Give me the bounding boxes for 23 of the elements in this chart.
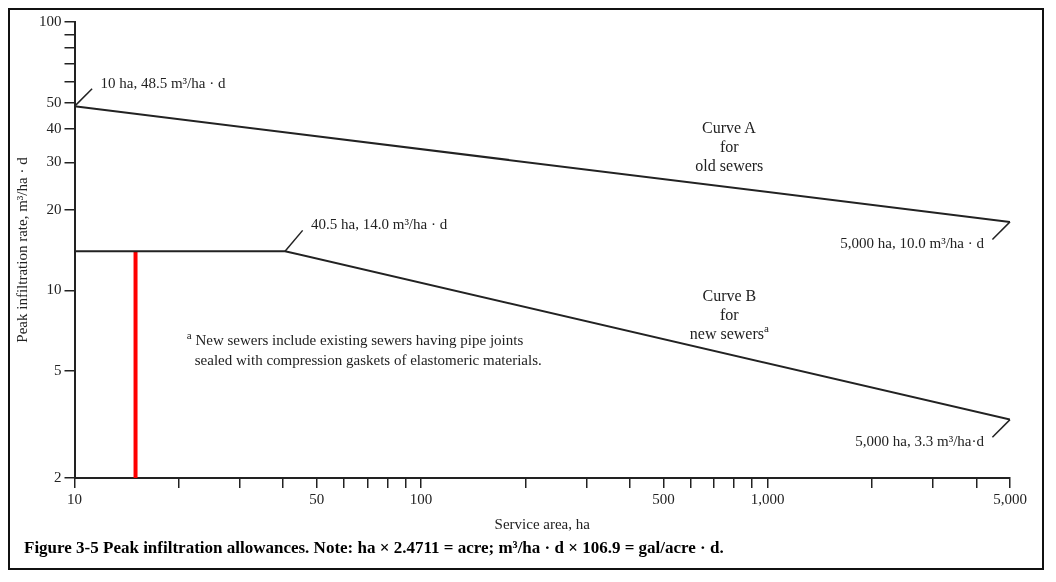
y-tick-label: 5 — [54, 362, 62, 379]
x-tick-label: 5,000 — [993, 490, 1027, 507]
y-tick-label: 50 — [46, 93, 62, 110]
x-axis-title: Service area, ha — [494, 515, 591, 532]
x-tick-label: 1,000 — [750, 490, 785, 507]
y-tick-label: 20 — [46, 200, 62, 217]
y-tick-label: 10 — [46, 281, 62, 298]
y-tick-label: 40 — [46, 119, 62, 136]
y-tick-label: 100 — [39, 12, 62, 29]
caption: Figure 3-5 Peak infiltration allowances. Note: ha × 2.4711 = acre; m³/ha · d × 106.9 = gal/acre · d. — [23, 538, 725, 558]
annotation: 5,000 ha, 3.3 m³/ha·d — [855, 432, 985, 449]
x-tick-label: 500 — [652, 490, 675, 507]
annotation: 10 ha, 48.5 m³/ha · d — [100, 75, 226, 92]
annotation: 40.5 ha, 14.0 m³/ha · d — [311, 216, 448, 233]
annotation: a New sewers include existing sewers having pipe joints sealed with compression gaskets of elastomeric materials. — [186, 328, 542, 369]
x-tick-label: 100 — [409, 490, 433, 507]
y-axis-title: Peak infiltration rate, m³/ha · d — [13, 156, 30, 343]
series-label: Curve A for old sewers — [695, 119, 764, 175]
x-tick-label: 50 — [309, 490, 325, 507]
y-tick-label: 2 — [54, 468, 62, 485]
annotation: 5,000 ha, 10.0 m³/ha · d — [840, 234, 985, 251]
y-tick-label: 30 — [46, 153, 62, 170]
x-tick-label: 10 — [67, 490, 82, 507]
